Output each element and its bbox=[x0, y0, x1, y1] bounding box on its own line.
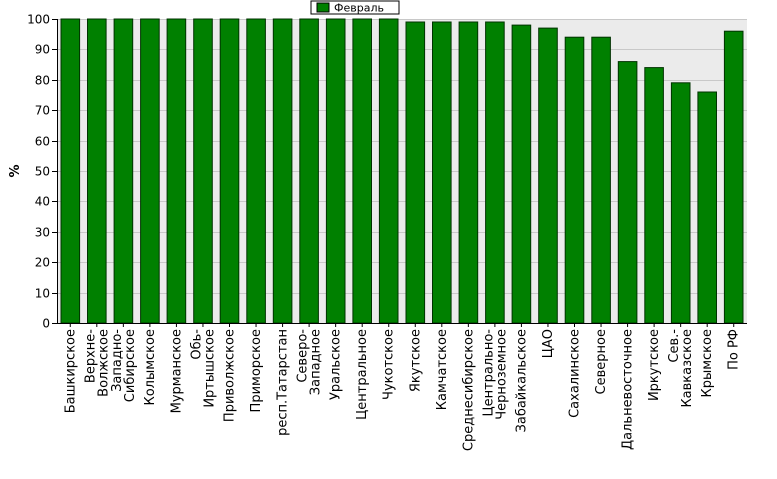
y-tick-labels: 0 10 20 30 40 50 60 70 80 90 100 bbox=[27, 13, 50, 331]
y-tick-label: 50 bbox=[35, 165, 50, 179]
x-category-label: респ.Татарстан bbox=[276, 329, 291, 436]
legend-label: Февраль bbox=[334, 2, 384, 15]
bar bbox=[60, 18, 81, 324]
x-category-label: Северо- bbox=[296, 329, 311, 383]
x-category-label: Приволжское bbox=[223, 329, 238, 422]
y-tick-label: 60 bbox=[35, 135, 50, 149]
x-category-label: Крымское bbox=[700, 329, 715, 398]
y-tick-label: 100 bbox=[27, 13, 50, 27]
x-category-label: Центрально- bbox=[481, 329, 496, 417]
x-category-label: Волжское bbox=[96, 329, 111, 397]
x-category-label: Центральное bbox=[355, 329, 370, 420]
x-category-label: Кавказское bbox=[680, 329, 695, 408]
bar bbox=[644, 67, 664, 324]
y-tick-label: 70 bbox=[35, 104, 50, 118]
bar bbox=[458, 21, 479, 324]
x-category-label: Западно- bbox=[110, 329, 125, 392]
x-category-label: По РФ bbox=[727, 329, 742, 370]
y-tick-label: 30 bbox=[35, 226, 50, 240]
x-category-label: Мурманское bbox=[169, 329, 184, 413]
bar bbox=[246, 18, 266, 324]
bar bbox=[564, 36, 585, 324]
x-tick-labels: Башкирское Верхне-ВолжскоеЗападно-Сибирск… bbox=[63, 329, 741, 451]
y-tick-label: 0 bbox=[42, 317, 50, 331]
x-category-label: Иртышское bbox=[202, 329, 217, 408]
bar bbox=[87, 18, 107, 324]
x-category-label: Забайкальское bbox=[514, 329, 529, 432]
x-category-label: Среднесибирское bbox=[461, 329, 476, 451]
y-tick-label: 40 bbox=[35, 195, 50, 209]
x-category-label: Приморское bbox=[249, 329, 264, 412]
bar bbox=[166, 18, 187, 324]
axes bbox=[52, 19, 747, 327]
x-category-label: Северное bbox=[594, 329, 609, 394]
x-category-label: Иркутское bbox=[647, 329, 662, 401]
x-category-label: ЦАО bbox=[541, 329, 556, 358]
bar bbox=[352, 18, 372, 324]
x-category-label: Верхне- bbox=[83, 329, 98, 383]
y-tick-label: 10 bbox=[35, 287, 50, 301]
legend-swatch bbox=[316, 2, 330, 13]
bar bbox=[325, 18, 346, 324]
x-category-label: Колымское bbox=[143, 329, 158, 406]
bar bbox=[617, 61, 638, 324]
bar bbox=[432, 21, 452, 324]
bar bbox=[140, 18, 160, 324]
bar bbox=[405, 21, 426, 324]
x-category-label: Сахалинское bbox=[568, 329, 583, 418]
x-category-label: Обь- bbox=[189, 329, 204, 360]
bar bbox=[113, 18, 134, 324]
x-category-label: Уральское bbox=[329, 329, 344, 400]
bar bbox=[723, 30, 744, 324]
y-tick-label: 80 bbox=[35, 74, 50, 88]
bar bbox=[670, 82, 691, 324]
bar bbox=[697, 91, 718, 324]
x-category-label: Чукотское bbox=[382, 329, 397, 400]
bar bbox=[299, 18, 319, 324]
bar bbox=[485, 21, 505, 324]
bar bbox=[511, 24, 532, 324]
x-category-label: Якутское bbox=[408, 329, 423, 392]
legend: Февраль bbox=[310, 0, 400, 15]
x-category-label: Сев.- bbox=[667, 329, 682, 363]
x-category-label: Дальневосточное bbox=[621, 329, 636, 450]
x-category-label: Черноземное bbox=[494, 329, 509, 420]
bars bbox=[60, 18, 744, 324]
y-tick-label: 20 bbox=[35, 256, 50, 270]
y-axis-label: % bbox=[8, 164, 23, 177]
x-category-label: Камчатское bbox=[435, 329, 450, 410]
bar bbox=[219, 18, 240, 324]
bar bbox=[538, 27, 558, 324]
x-category-label: Башкирское bbox=[63, 329, 78, 413]
bar bbox=[378, 18, 399, 324]
bar bbox=[272, 18, 293, 324]
x-category-label: Сибирское bbox=[123, 329, 138, 402]
bar bbox=[591, 36, 611, 324]
legend-box bbox=[310, 0, 400, 15]
y-tick-label: 90 bbox=[35, 43, 50, 57]
x-category-label: Западное bbox=[309, 329, 324, 395]
bar bbox=[193, 18, 213, 324]
